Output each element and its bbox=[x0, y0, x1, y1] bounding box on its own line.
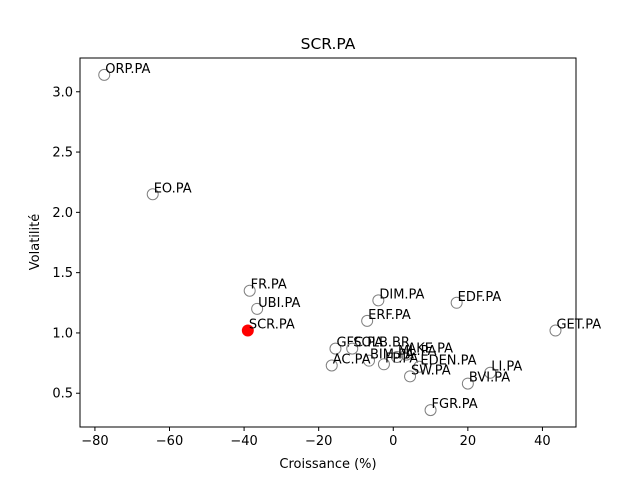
point-label: FP.PA bbox=[385, 351, 418, 366]
x-axis: −80 −60 −40 −20 0 20 40 bbox=[81, 427, 551, 449]
data-point bbox=[400, 348, 413, 361]
data-point bbox=[413, 360, 426, 373]
chart-title: SCR.PA bbox=[301, 35, 356, 53]
data-point bbox=[251, 302, 264, 315]
x-tick-label: −60 bbox=[156, 434, 183, 449]
data-point bbox=[390, 351, 403, 364]
data-point bbox=[98, 68, 111, 81]
point-label: ML.PA bbox=[398, 344, 437, 359]
data-point bbox=[377, 358, 390, 371]
point-label: DIM.PA bbox=[379, 287, 424, 302]
point-label: GFC.PA bbox=[336, 336, 383, 351]
data-point bbox=[363, 354, 376, 367]
y-tick-label: 1.5 bbox=[52, 266, 73, 281]
x-tick-label: 40 bbox=[534, 434, 551, 449]
plot-area-frame bbox=[79, 57, 577, 428]
data-point bbox=[450, 296, 463, 309]
x-tick-label: −80 bbox=[81, 434, 108, 449]
y-axis: 0.5 1.0 1.5 2.0 2.5 3.0 bbox=[52, 85, 80, 402]
data-point bbox=[484, 366, 497, 379]
y-tick-label: 2.5 bbox=[52, 146, 73, 161]
point-label: SW.PA bbox=[411, 363, 451, 378]
x-tick-label: −20 bbox=[305, 434, 332, 449]
point-label: FGR.PA bbox=[432, 397, 478, 412]
data-point bbox=[372, 294, 385, 307]
data-point bbox=[404, 370, 417, 383]
x-tick-label: 20 bbox=[460, 434, 477, 449]
point-label: SOLB.BR bbox=[353, 336, 410, 351]
data-point bbox=[461, 377, 474, 390]
data-point bbox=[346, 342, 359, 355]
point-label: EDF.PA bbox=[458, 290, 502, 305]
y-axis-label: Volatilité bbox=[28, 214, 43, 270]
points-layer: ORP.PA EO.PA FR.PA UBI.PA SCR.PA DIM.PA EDF.PA… bbox=[98, 62, 601, 417]
point-label: FR.PA bbox=[251, 278, 287, 293]
data-point bbox=[325, 359, 338, 372]
point-label: BIM.PA bbox=[370, 348, 414, 363]
point-label: EDEN.PA bbox=[420, 354, 476, 369]
point-label: AC.PA bbox=[333, 353, 371, 368]
y-tick-label: 3.0 bbox=[52, 85, 73, 100]
point-label: ORP.PA bbox=[105, 62, 150, 77]
data-point bbox=[549, 324, 562, 337]
x-axis-label: Croissance (%) bbox=[279, 457, 376, 472]
point-label: LI.PA bbox=[491, 360, 522, 375]
data-point bbox=[243, 284, 256, 297]
y-tick-label: 1.0 bbox=[52, 326, 73, 341]
point-label: AKE.PA bbox=[407, 342, 453, 357]
point-label: UBI.PA bbox=[258, 296, 300, 311]
x-tick-label: −40 bbox=[230, 434, 257, 449]
point-label: SCR.PA bbox=[249, 318, 295, 333]
point-label: GET.PA bbox=[556, 318, 601, 333]
data-point bbox=[424, 404, 437, 417]
data-point bbox=[329, 342, 342, 355]
y-tick-label: 0.5 bbox=[52, 387, 73, 402]
point-label: EO.PA bbox=[154, 181, 192, 196]
point-label: BVI.PA bbox=[469, 371, 510, 386]
x-tick-label: 0 bbox=[389, 434, 397, 449]
point-label: ERF.PA bbox=[368, 308, 411, 323]
y-tick-label: 2.0 bbox=[52, 206, 73, 221]
data-point bbox=[146, 188, 159, 201]
highlight-point bbox=[241, 324, 254, 337]
data-point bbox=[361, 314, 374, 327]
